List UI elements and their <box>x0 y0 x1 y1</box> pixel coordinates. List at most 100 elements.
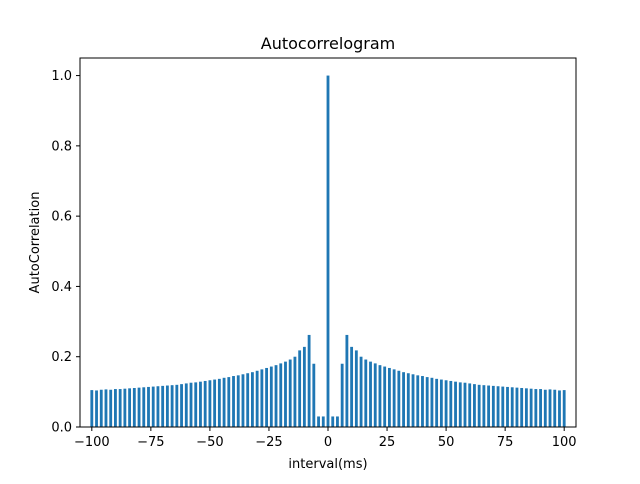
bar <box>364 359 368 427</box>
bar <box>142 387 146 427</box>
x-axis-ticks: −100 −75 −50 −25 0 25 50 75 100 <box>74 427 577 450</box>
bar <box>269 366 273 427</box>
bar-series <box>90 75 566 427</box>
bar <box>151 386 155 427</box>
bar <box>175 384 179 427</box>
bar <box>425 377 429 427</box>
bar <box>213 379 217 427</box>
bar <box>411 374 415 427</box>
bar <box>501 386 505 427</box>
bar <box>406 373 410 427</box>
bar <box>468 383 472 427</box>
bar <box>279 363 283 427</box>
bar <box>506 386 509 427</box>
bar <box>548 389 552 427</box>
bar <box>128 388 132 427</box>
bar <box>444 380 448 427</box>
bar <box>534 389 538 427</box>
bar <box>90 390 94 427</box>
bar <box>156 386 160 427</box>
bar <box>284 361 287 427</box>
bar <box>496 386 500 427</box>
bar <box>421 376 424 427</box>
bar <box>255 370 259 427</box>
x-tick-label: 0 <box>324 435 332 450</box>
x-tick-label: −75 <box>137 435 164 450</box>
bar <box>449 380 453 427</box>
bar <box>430 377 434 427</box>
y-tick-label: 1.0 <box>51 69 72 84</box>
bar <box>487 385 491 427</box>
bar <box>515 387 519 427</box>
bar <box>350 346 354 427</box>
bar <box>397 370 401 427</box>
bar <box>189 382 193 427</box>
plot-frame <box>79 57 577 428</box>
bar <box>104 389 108 427</box>
bar <box>298 350 302 427</box>
x-tick-label: −100 <box>74 435 110 450</box>
bar <box>317 416 320 427</box>
bar <box>491 385 495 427</box>
bar <box>473 384 476 427</box>
bar <box>260 369 264 427</box>
bar <box>321 416 325 427</box>
bar <box>217 378 221 427</box>
bar <box>165 385 169 427</box>
bar <box>539 389 542 427</box>
bar <box>227 377 231 427</box>
y-tick-label: 0.0 <box>51 421 72 436</box>
bar <box>180 384 183 427</box>
x-tick-label: 100 <box>552 435 577 450</box>
bar <box>109 389 113 427</box>
bar <box>246 373 250 427</box>
bar <box>458 382 462 427</box>
bar <box>553 389 557 427</box>
bar <box>288 359 292 427</box>
bar <box>336 416 339 427</box>
bar <box>99 389 103 427</box>
bar <box>340 363 344 427</box>
bar <box>359 356 363 427</box>
x-tick-label: 75 <box>497 435 514 450</box>
y-tick-label: 0.4 <box>51 280 72 295</box>
bar <box>147 386 150 427</box>
bar <box>529 388 533 427</box>
bar <box>132 387 136 427</box>
bar <box>562 390 566 427</box>
bar <box>95 390 98 427</box>
bar <box>170 385 174 427</box>
y-tick-label: 0.8 <box>51 139 72 154</box>
bar <box>326 75 330 427</box>
y-tick-label: 0.2 <box>51 350 72 365</box>
y-tick-label: 0.6 <box>51 210 72 225</box>
bar <box>477 384 481 427</box>
x-axis-label: interval(ms) <box>288 457 367 472</box>
bar <box>520 387 524 427</box>
bar <box>203 380 207 427</box>
bar <box>114 389 117 427</box>
bar <box>345 334 349 427</box>
y-axis-label: AutoCorrelation <box>28 192 43 294</box>
bar <box>236 375 240 427</box>
bar <box>369 361 372 427</box>
bar <box>558 390 561 427</box>
chart-title: Autocorrelogram <box>261 34 395 53</box>
bar <box>137 387 141 427</box>
bar <box>510 387 514 427</box>
bar <box>435 378 439 427</box>
bar <box>194 382 198 427</box>
x-tick-label: 25 <box>379 435 396 450</box>
bar <box>392 369 396 427</box>
bar <box>402 372 405 427</box>
bar <box>307 334 311 427</box>
x-tick-label: −50 <box>196 435 223 450</box>
bar <box>199 381 202 427</box>
y-axis-ticks: 0.0 0.2 0.4 0.6 0.8 1.0 <box>51 69 80 436</box>
bar <box>222 377 226 427</box>
bar <box>184 383 188 427</box>
bar <box>543 389 547 427</box>
x-tick-label: 50 <box>438 435 455 450</box>
bar <box>387 367 391 427</box>
